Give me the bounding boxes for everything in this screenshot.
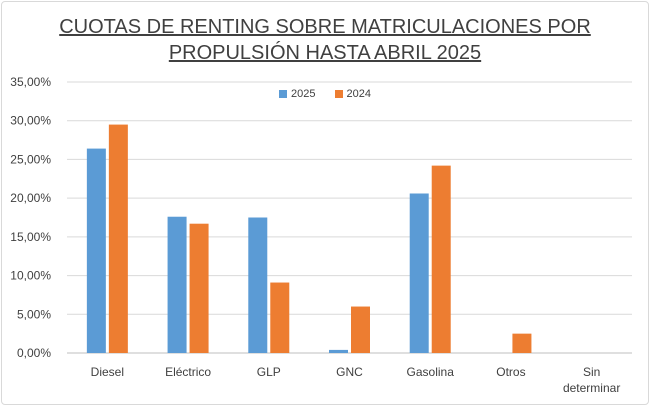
y-tick-label: 25,00% bbox=[10, 152, 51, 166]
bar-2025-gnc bbox=[329, 349, 348, 353]
bar-2024-otros bbox=[512, 333, 532, 353]
legend-item-2024: 2024 bbox=[334, 88, 372, 101]
bar-2024-gnc bbox=[351, 306, 370, 353]
legend-label-2024: 2024 bbox=[346, 88, 372, 101]
bar-2024-eléctrico bbox=[189, 223, 209, 353]
chart-title-line-1: CUOTAS DE RENTING SOBRE MATRICULACIONES … bbox=[59, 16, 591, 38]
x-tick-label: Eléctrico bbox=[165, 365, 211, 379]
y-tick-label: 30,00% bbox=[10, 114, 51, 128]
y-axis-ticks: 0,00% 5,00% 10,00% 15,00% 20,00% 25,00% 30,00%… bbox=[10, 75, 51, 360]
bars bbox=[86, 124, 532, 353]
bar-2025-eléctrico bbox=[167, 216, 187, 353]
y-tick-label: 10,00% bbox=[10, 269, 51, 283]
legend-item-2025: 2025 bbox=[278, 88, 316, 101]
bar-2024-glp bbox=[270, 282, 290, 353]
bar-2025-gasolina bbox=[409, 193, 429, 353]
bar-2025-glp bbox=[248, 217, 268, 353]
x-tick-label: Gasolina bbox=[407, 365, 455, 379]
y-tick-label: 0,00% bbox=[17, 346, 51, 360]
x-tick-label: Sin determinar bbox=[563, 365, 620, 395]
gridlines bbox=[67, 81, 632, 354]
y-tick-label: 20,00% bbox=[10, 191, 51, 205]
chart-title: CUOTAS DE RENTING SOBRE MATRICULACIONES … bbox=[0, 14, 650, 66]
x-tick-label: Otros bbox=[496, 365, 525, 379]
x-tick-label: GLP bbox=[257, 365, 281, 379]
legend-swatch-2025 bbox=[278, 90, 287, 99]
legend-swatch-2024 bbox=[334, 90, 343, 99]
x-axis-ticks: Diesel Eléctrico GLP GNC Gasolina Otros Sin det… bbox=[91, 365, 621, 395]
chart-title-line-2: PROPULSIÓN HASTA ABRIL 2025 bbox=[168, 42, 482, 64]
x-tick-label: GNC bbox=[336, 365, 363, 379]
bar-2024-diesel bbox=[108, 124, 128, 353]
bar-2024-gasolina bbox=[431, 165, 451, 353]
x-tick-label: Diesel bbox=[91, 365, 124, 379]
y-tick-label: 5,00% bbox=[17, 307, 51, 321]
y-tick-label: 35,00% bbox=[10, 75, 51, 89]
chart-legend: 2025 2024 bbox=[0, 88, 650, 100]
y-tick-label: 15,00% bbox=[10, 230, 51, 244]
legend-label-2025: 2025 bbox=[290, 88, 316, 101]
bar-2025-diesel bbox=[86, 148, 106, 353]
